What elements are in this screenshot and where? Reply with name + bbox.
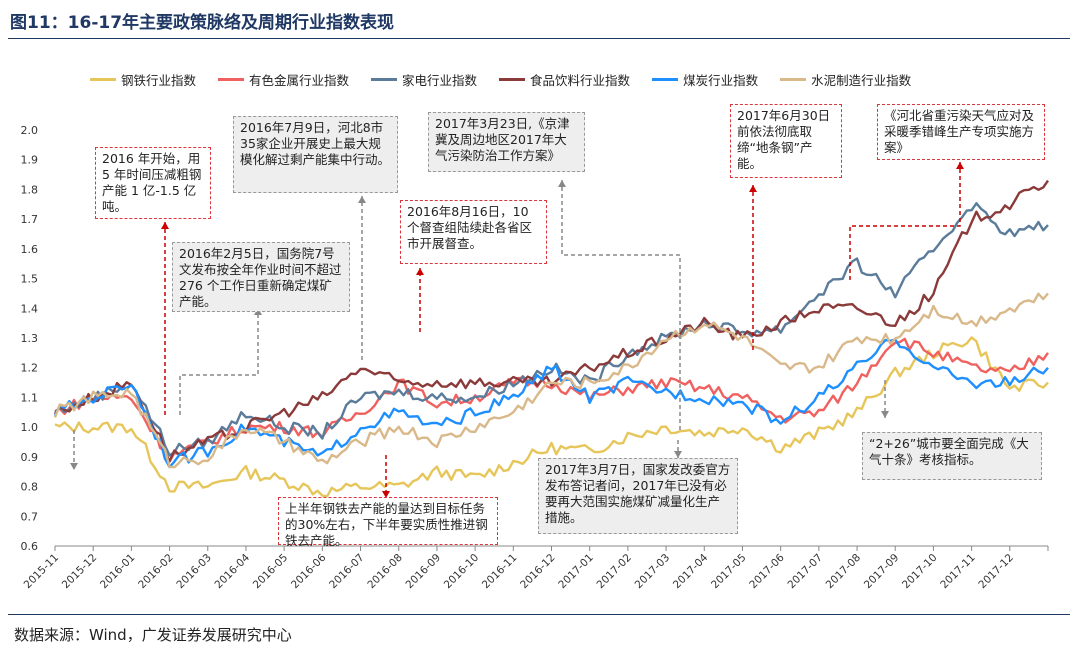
x-tick-label: 2015-11 (22, 552, 62, 592)
legend-label: 家电行业指数 (402, 73, 478, 88)
legend-item: 家电行业指数 (371, 70, 477, 89)
x-tick-label: 2016-11 (480, 552, 520, 592)
source-divider (8, 614, 1070, 615)
legend: 钢铁行业指数 有色金属行业指数 家电行业指数 食品饮料行业指数 煤炭行业指数 水泥制造行业… (90, 70, 911, 89)
y-tick-label: 1.5 (21, 273, 39, 286)
legend-label: 有色金属行业指数 (249, 73, 350, 88)
x-tick-label: 2016-10 (442, 552, 482, 592)
annotation-connector (179, 308, 259, 415)
annotation-box: 2016年2月5日，国务院7号文发布按全年作业时间不超过 276 个工作日重新确… (172, 242, 350, 312)
x-tick-label: 2016-06 (289, 551, 329, 591)
annotation-box: 《河北省重污染天气应对及采暖季错峰生产专项实施方案》 (877, 104, 1045, 160)
x-tick-label: 2016-09 (404, 552, 444, 592)
y-tick-label: 1.7 (21, 213, 39, 226)
y-tick-label: 0.8 (21, 481, 39, 494)
legend-item: 水泥制造行业指数 (780, 70, 911, 89)
x-tick-label: 2017-09 (862, 552, 902, 592)
x-tick-label: 2017-06 (747, 551, 787, 591)
x-tick-label: 2017-12 (976, 552, 1016, 592)
legend-item: 煤炭行业指数 (652, 70, 758, 89)
legend-item: 钢铁行业指数 (90, 70, 196, 89)
legend-swatch (499, 78, 526, 81)
annotation-box: 2017年6月30日前依法彻底取缔“地条钢”产能。 (730, 104, 842, 178)
figure-title: 图11：16-17年主要政策脉络及周期行业指数表现 (10, 13, 395, 33)
y-tick-label: 1.2 (21, 362, 39, 375)
x-tick-label: 2017-01 (556, 552, 596, 592)
source-note: 数据来源：Wind，广发证券发展研究中心 (14, 626, 292, 644)
arrowhead-icon (956, 162, 964, 169)
legend-label: 钢铁行业指数 (121, 73, 197, 88)
series-line-1 (54, 336, 1049, 498)
arrowhead-icon (382, 491, 390, 498)
legend-label: 食品饮料行业指数 (530, 73, 631, 88)
x-tick-label: 2016-08 (365, 552, 405, 592)
x-tick-label: 2016-12 (518, 552, 558, 592)
legend-swatch (780, 78, 807, 81)
annotation-box: 2017年3月7日，国家发改委官方发布答记者问，2017年已没有必要再大范围实施… (538, 458, 738, 534)
arrowhead-icon (749, 185, 757, 192)
x-tick-label: 2016-05 (251, 552, 291, 592)
arrowhead-icon (161, 222, 169, 229)
x-tick-label: 2017-02 (594, 552, 634, 592)
x-tick-label: 2017-05 (709, 552, 749, 592)
annotation-box: 上半年钢铁去产能的量达到目标任务的30%左右，下半年要实质性推进钢铁去产能。 (278, 497, 498, 548)
y-tick-label: 1.4 (21, 302, 39, 315)
x-tick-label: 2016-01 (98, 552, 138, 592)
x-tick-label: 2017-04 (671, 551, 711, 591)
arrowhead-icon (70, 463, 78, 470)
x-tick-label: 2017-07 (785, 552, 825, 592)
legend-swatch (218, 78, 245, 81)
y-tick-label: 0.7 (21, 510, 39, 523)
x-tick-label: 2016-03 (174, 552, 214, 592)
legend-label: 水泥制造行业指数 (811, 73, 912, 88)
x-tick-label: 2017-10 (900, 552, 940, 592)
y-tick-label: 1.9 (21, 154, 39, 167)
y-tick-label: 1.8 (21, 183, 39, 196)
series-line-6 (53, 292, 1049, 469)
title-divider (8, 38, 1070, 39)
legend-swatch (652, 78, 679, 81)
arrowhead-icon (416, 268, 424, 275)
legend-item: 食品饮料行业指数 (499, 70, 630, 89)
arrowhead-icon (881, 411, 889, 418)
x-tick-label: 2016-07 (327, 552, 367, 592)
arrowhead-icon (674, 451, 682, 458)
x-tick-label: 2017-11 (938, 552, 978, 592)
x-tick-label: 2015-12 (60, 552, 100, 592)
annotation-box: 2017年3月23日,《京津冀及周边地区2017年大气污染防治工作方案》 (428, 112, 585, 172)
annotation-box: “2+26”城市要全面完成《大气十条》考核指标。 (862, 432, 1042, 480)
x-tick-label: 2016-02 (136, 552, 176, 592)
x-tick-label: 2017-03 (633, 552, 673, 592)
y-tick-label: 1.1 (21, 391, 39, 404)
y-tick-label: 0.6 (21, 540, 39, 553)
legend-item: 有色金属行业指数 (218, 70, 349, 89)
arrowhead-icon (558, 180, 566, 187)
annotation-box: 2016年8月16日，10个督查组陆续赴各省区市开展督查。 (400, 200, 547, 264)
y-tick-label: 0.9 (21, 451, 39, 464)
series-line-4 (53, 179, 1049, 463)
annotation-box: 2016 年开始，用 5 年时间压减粗钢产能 1 亿-1.5 亿吨。 (95, 147, 211, 219)
annotation-box: 2016年7月9日，河北8市35家企业开展史上最大规模化解过剩产能集中行动。 (233, 116, 398, 193)
y-tick-label: 1.0 (21, 421, 39, 434)
x-tick-label: 2017-08 (824, 552, 864, 592)
x-tick-label: 2016-04 (213, 551, 253, 591)
annotation-connector (849, 162, 961, 280)
y-tick-label: 2.0 (21, 124, 39, 137)
legend-label: 煤炭行业指数 (683, 73, 759, 88)
arrowhead-icon (358, 196, 366, 203)
legend-swatch (371, 78, 398, 81)
y-tick-label: 1.3 (21, 332, 39, 345)
series-line-3 (54, 202, 1049, 457)
series-line-2 (54, 337, 1049, 463)
annotation-connector (561, 180, 681, 430)
y-tick-label: 1.6 (21, 243, 39, 256)
legend-swatch (90, 78, 116, 81)
